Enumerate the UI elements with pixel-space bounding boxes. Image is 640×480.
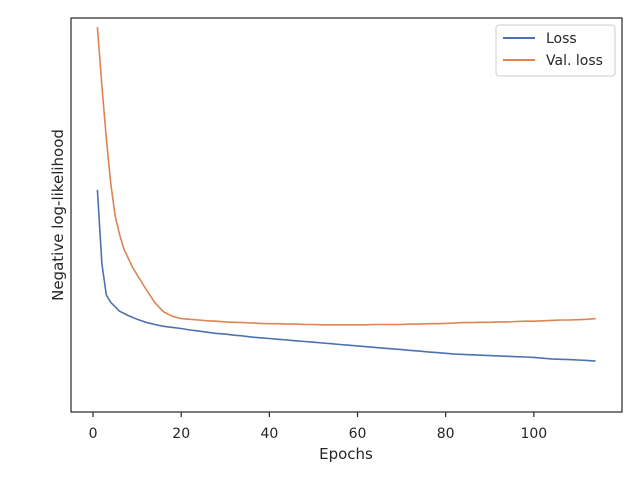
- series-line-val-loss: [96, 26, 596, 326]
- legend-label-loss: Loss: [546, 31, 577, 47]
- x-axis-ticks: 0 20 40 60 80 100: [89, 412, 547, 442]
- x-tick-label: 20: [172, 426, 190, 442]
- series-lines: [96, 26, 596, 362]
- plot-area: [70, 17, 623, 413]
- x-tick-label: 60: [349, 426, 367, 442]
- series-line-loss: [96, 189, 596, 362]
- legend-label-val-loss: Val. loss: [546, 53, 603, 69]
- x-tick-label: 100: [520, 426, 547, 442]
- x-axis-label: Epochs: [319, 445, 373, 463]
- legend: Loss Val. loss: [495, 24, 616, 77]
- x-tick-label: 40: [260, 426, 278, 442]
- y-axis-label: Negative log-likelihood: [49, 129, 67, 301]
- x-tick-label: 80: [437, 426, 455, 442]
- x-tick-label: 0: [89, 426, 98, 442]
- axes-frame: [70, 17, 623, 413]
